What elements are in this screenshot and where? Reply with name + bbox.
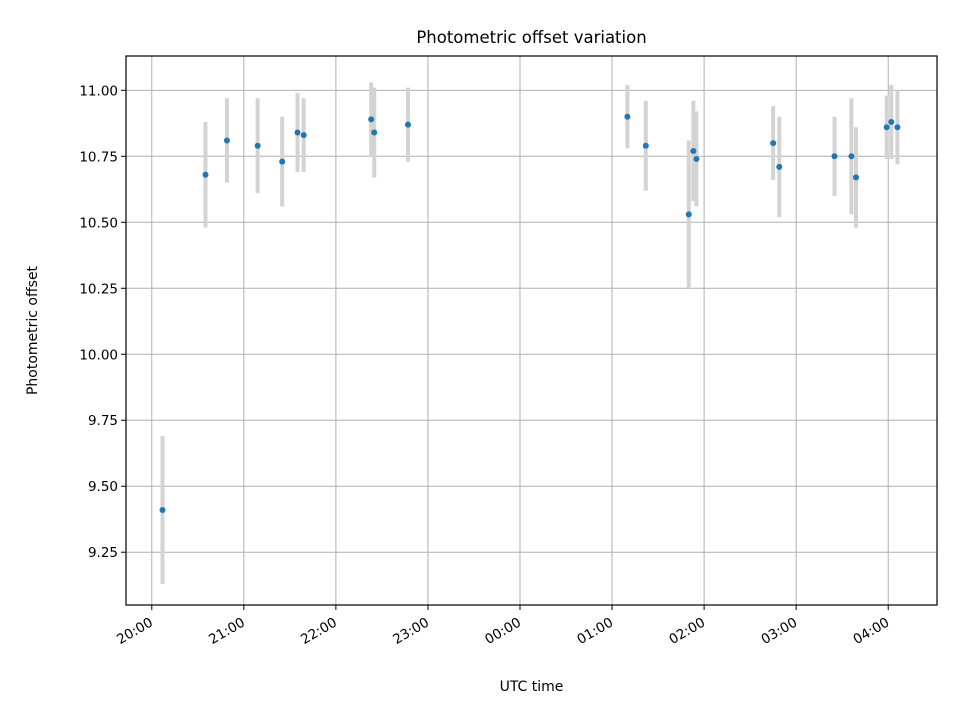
data-points (159, 113, 901, 513)
data-point (254, 142, 261, 149)
y-tick-label: 9.75 (88, 413, 118, 429)
data-point (368, 116, 375, 123)
data-point (279, 158, 286, 165)
y-tick-label: 11.00 (79, 83, 118, 99)
data-point (159, 506, 166, 513)
y-axis: 9.25 9.50 9.75 10.00 10.25 10.50 10.75 11.00 (79, 83, 126, 561)
chart-title: Photometric offset variation (416, 28, 646, 47)
data-point (831, 153, 838, 160)
data-point (776, 163, 783, 170)
data-point (848, 153, 855, 160)
data-point (371, 129, 378, 136)
grid (126, 56, 937, 605)
data-point (888, 118, 895, 125)
data-point (202, 171, 209, 178)
y-tick-label: 9.25 (88, 545, 118, 561)
data-point (300, 132, 307, 139)
y-tick-label: 10.50 (79, 215, 118, 231)
y-tick-label: 10.75 (79, 149, 118, 165)
data-point (294, 129, 301, 136)
data-point (894, 124, 901, 131)
plot-frame (125, 55, 938, 606)
data-point (883, 124, 890, 131)
data-point (693, 155, 700, 162)
y-axis-label: Photometric offset (25, 265, 41, 395)
data-point (852, 174, 859, 181)
data-point (223, 137, 230, 144)
y-tick-label: 10.00 (79, 347, 118, 363)
data-point (624, 113, 631, 120)
data-point (685, 211, 692, 218)
y-tick-label: 9.50 (88, 479, 118, 495)
y-tick-label: 10.25 (79, 281, 118, 297)
data-point (690, 148, 697, 155)
data-point (770, 140, 777, 147)
data-point (404, 121, 411, 128)
data-point (642, 142, 649, 149)
x-axis-label: UTC time (500, 679, 564, 695)
